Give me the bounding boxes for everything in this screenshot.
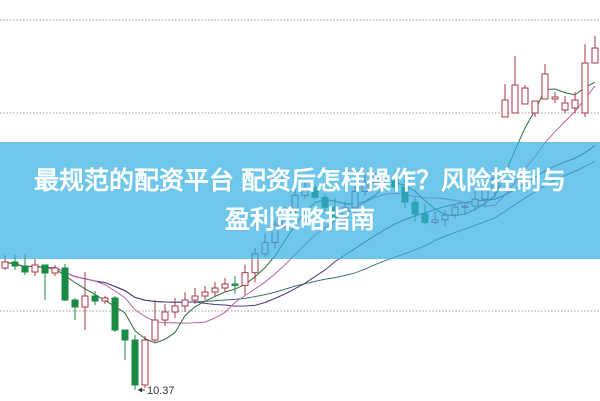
svg-text:10.37: 10.37 [147,385,175,397]
